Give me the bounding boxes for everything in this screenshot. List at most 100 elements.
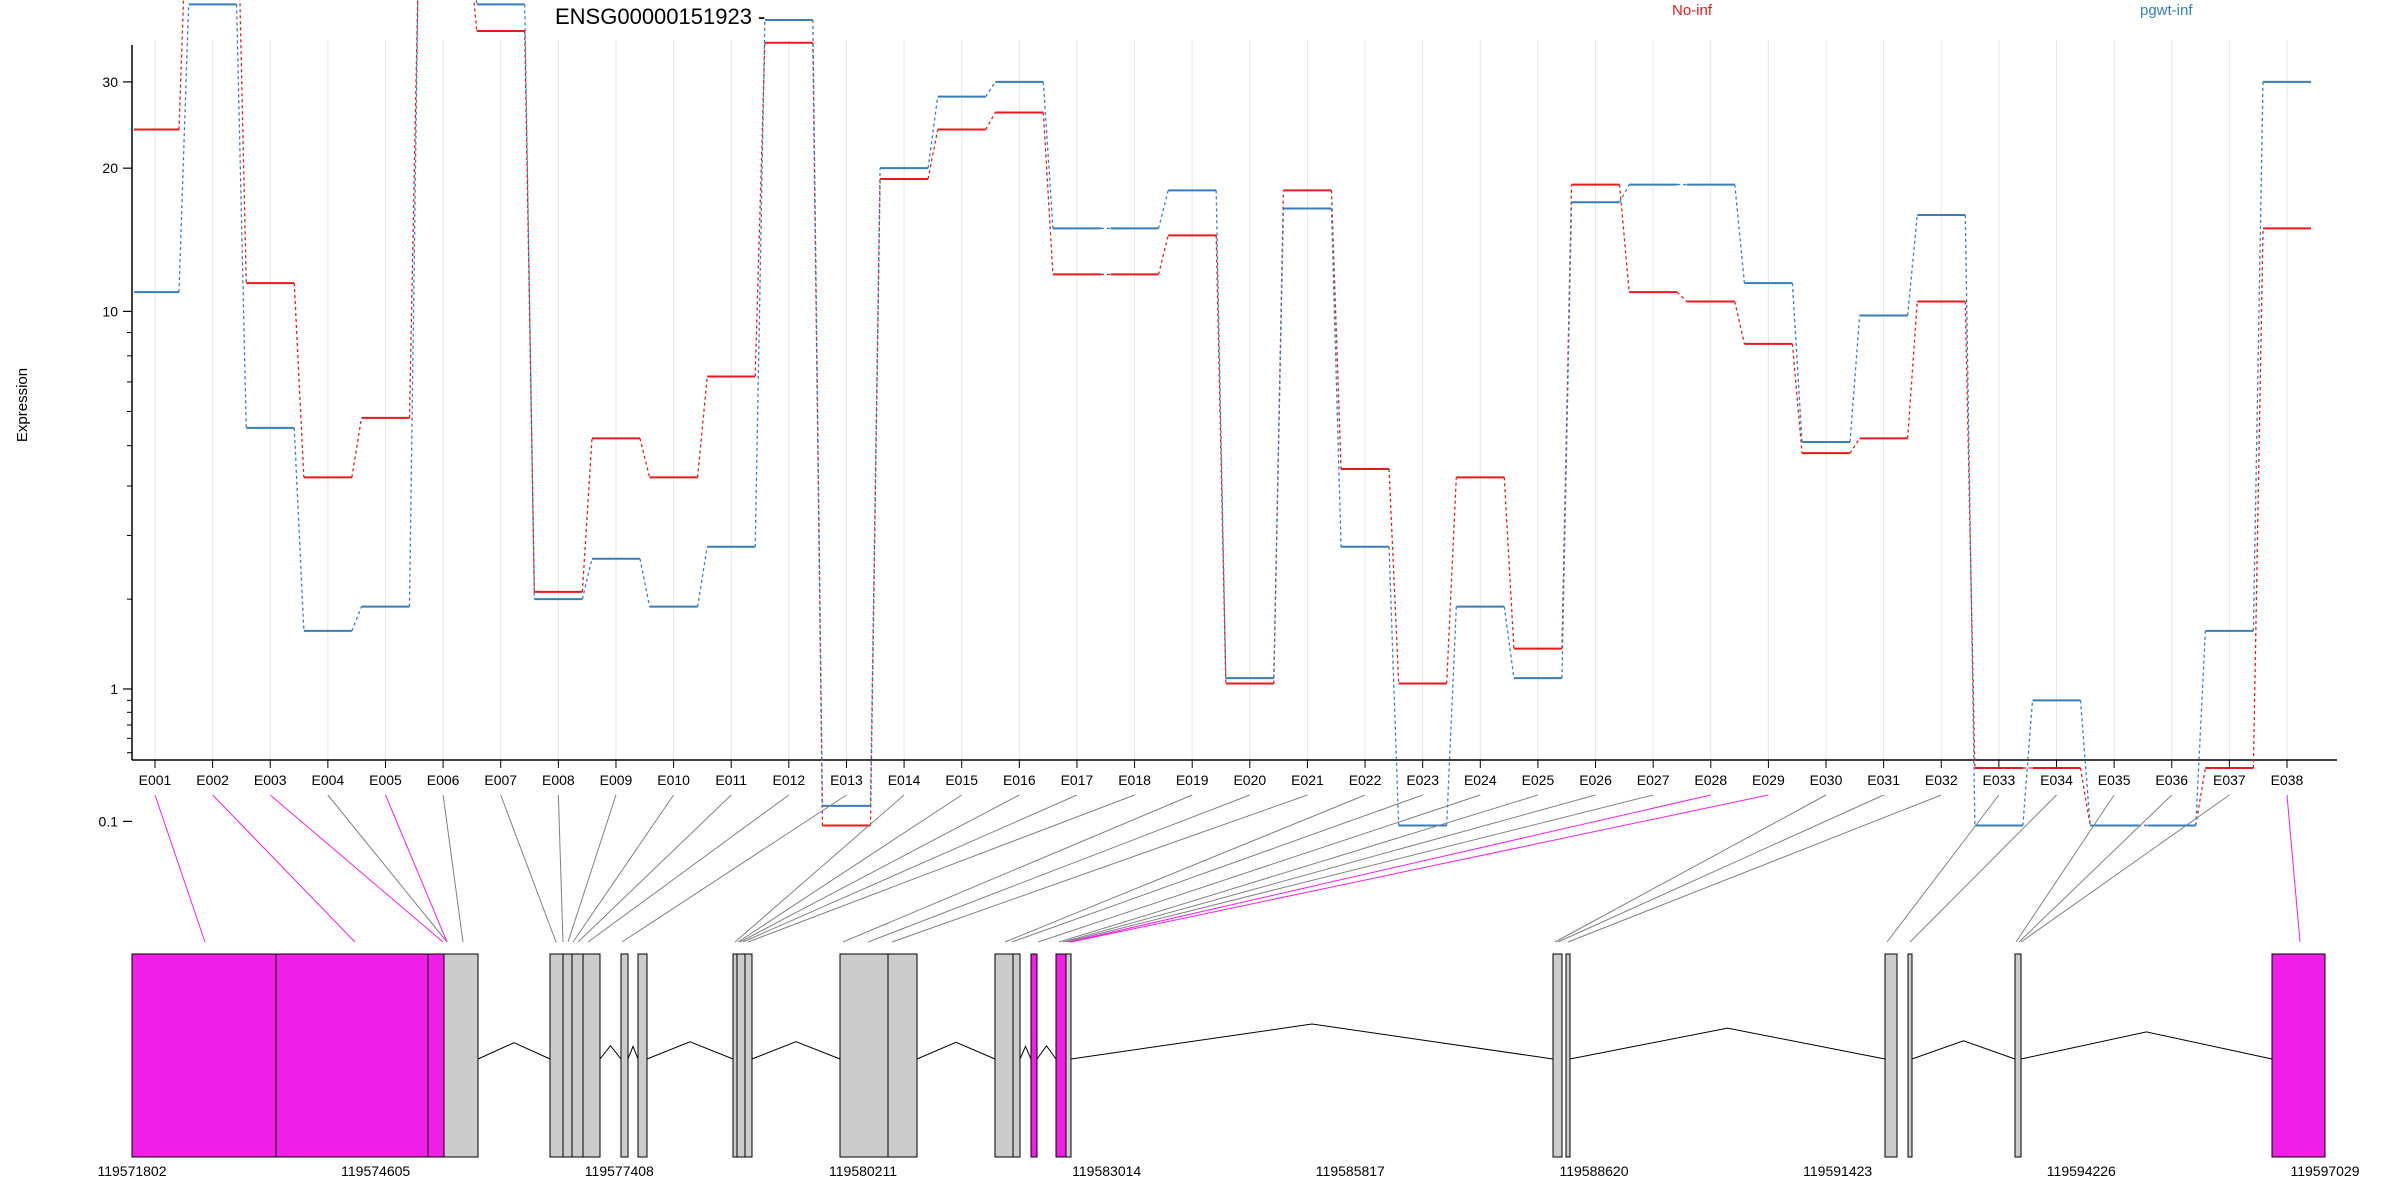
x-tick-label-e018: E018 [1118,772,1151,788]
x-tick-label-e007: E007 [484,772,517,788]
exon-bin [1565,953,1571,1158]
exon-bin [732,953,738,1158]
transition-line [1330,208,1342,547]
connector-e016 [739,794,1020,943]
intron-connector [1569,1027,1886,1060]
x-tick-label-e015: E015 [945,772,978,788]
legend-pgwt-inf: pgwt-inf [2140,2,2193,19]
connector-e031 [1557,794,1884,943]
x-tick-label-e010: E010 [657,772,690,788]
intron-connector [1070,1023,1554,1060]
x-tick-label-e021: E021 [1291,772,1324,788]
x-tick-label-e027: E027 [1637,772,1670,788]
coordinate-tick-label: 119580211 [829,1163,897,1179]
connector-e032 [1567,794,1942,943]
x-tick-label-e023: E023 [1406,772,1439,788]
x-axis: E001 E002 E003 E004 E005 E006 E007 E008 E009 E010… [132,759,2337,788]
transition-line [1503,606,1515,679]
x-tick-label-e005: E005 [369,772,402,788]
x-tick-label-e032: E032 [1925,772,1958,788]
transition-line [1791,283,1803,443]
transition-line [2079,767,2091,826]
exon-bin [744,953,753,1158]
highlighted-exon-bin [131,953,277,1158]
coordinate-tick-label: 119577408 [585,1163,654,1179]
transition-line [581,558,593,600]
x-tick-label-e024: E024 [1464,772,1497,788]
x-tick-label-e002: E002 [196,772,229,788]
x-tick-label-e029: E029 [1752,772,1785,788]
intron-connector [751,1041,841,1060]
x-tick-label-e022: E022 [1349,772,1382,788]
intron-connector [627,1045,639,1060]
x-tick-label-e035: E035 [2098,772,2131,788]
connector-e012 [587,794,790,943]
intron-connector [1036,1045,1057,1060]
transition-line [1734,184,1746,284]
transition-line [1734,301,1746,345]
transition-line [293,427,305,631]
gene-model-track [131,953,2326,1158]
connector-e019 [842,794,1193,943]
x-tick-label-e034: E034 [2040,772,2073,788]
exon-bin [994,953,1014,1158]
x-tick-label-e012: E012 [772,772,805,788]
exon-bin [571,953,584,1158]
transition-line [581,438,593,592]
transition-line [869,168,881,806]
transition-line [1791,343,1803,454]
transition-line [178,0,185,130]
genomic-coordinate-axis: 119571802 119574605 119577408 119580211 1195… [97,1163,2359,1179]
highlighted-exon-bin [427,953,445,1158]
transition-line [178,4,190,293]
transition-line [985,81,996,98]
transition-line [408,0,419,418]
x-tick-label-e025: E025 [1522,772,1555,788]
transition-line [639,558,651,607]
exon-bin [637,953,648,1158]
transition-line [1907,214,1918,316]
transition-line [1388,468,1400,684]
x-tick-label-e037: E037 [2213,772,2246,788]
coordinate-tick-label: 119597029 [2290,1163,2359,1179]
transition-line [2079,700,2091,826]
exon-connectors [154,794,2301,943]
transition-line [2195,630,2207,826]
connector-e029 [1070,794,1769,943]
connector-e015 [737,794,962,943]
transition-line [235,4,247,428]
transition-line [927,96,939,169]
series-lines [134,0,2311,827]
transition-line [1042,112,1054,275]
connector-e017 [742,794,1078,943]
connector-e027 [1065,794,1654,943]
transition-line [1215,235,1227,684]
exon-bin [2014,953,2022,1158]
exon-bin [1065,953,1072,1158]
x-tick-label-e038: E038 [2271,772,2304,788]
x-tick-label-e019: E019 [1176,772,1209,788]
connector-e003 [269,794,444,943]
intron-connector [1019,1045,1032,1060]
connector-e025 [1058,794,1539,943]
transition-line [812,19,824,806]
x-tick-label-e031: E031 [1867,772,1900,788]
coordinate-tick-label: 119571802 [97,1163,166,1179]
x-tick-label-e006: E006 [427,772,460,788]
transition-line [1503,477,1515,649]
exon-bin [736,953,746,1158]
connector-e013 [621,794,847,943]
highlighted-exon-bin [1030,953,1038,1158]
x-tick-label-e014: E014 [888,772,921,788]
connector-e005 [385,794,448,943]
vertical-gridlines [154,40,2288,760]
transition-line [2195,767,2207,826]
connector-e036 [2018,794,2173,943]
coordinate-tick-label: 119574605 [341,1163,410,1179]
intron-connector [646,1041,734,1060]
x-tick-label-e009: E009 [600,772,633,788]
transition-line [475,0,478,5]
highlighted-exon-bin [275,953,429,1158]
transition-line [696,376,708,478]
transition-line [1849,315,1861,443]
